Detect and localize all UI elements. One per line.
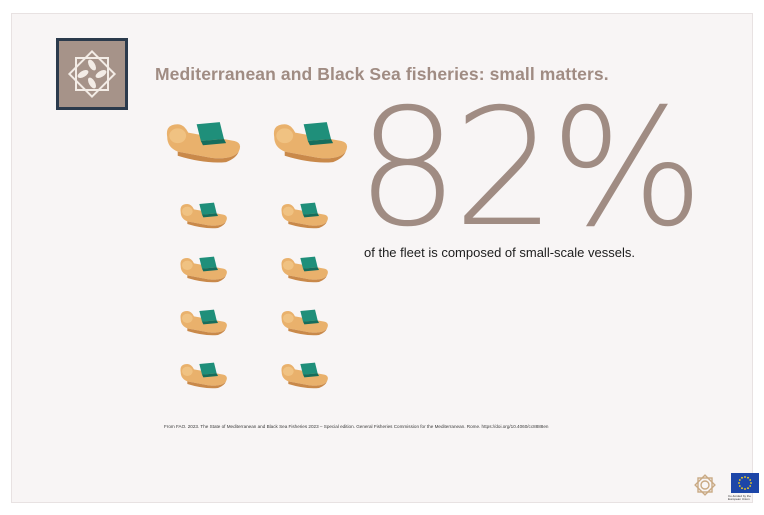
source-citation: From FAO. 2023. The State of Mediterrane… [164, 424, 549, 429]
stat-value: 82% [356, 75, 704, 263]
fishing-boat-icon [166, 122, 241, 163]
page-title: Mediterranean and Black Sea fisheries: s… [155, 64, 609, 84]
fishing-boat-icon [281, 256, 328, 283]
fishing-boat-icon [281, 202, 328, 229]
gfcm-rosette-logo-icon [56, 38, 128, 110]
gfcm-rosette-logo-icon [694, 474, 716, 496]
fishing-boat-icon [180, 309, 227, 336]
fishing-boat-icon [281, 309, 328, 336]
fishing-boat-icon [180, 256, 227, 283]
eu-funding-label: Co-funded by the European Union [728, 494, 752, 502]
eu-flag-icon [731, 473, 759, 493]
fishing-boat-icon [180, 362, 227, 389]
poster-frame [11, 13, 753, 503]
fishing-boat-icon [180, 202, 227, 229]
fishing-boat-icon [281, 362, 328, 389]
stat-description: of the fleet is composed of small-scale … [364, 245, 635, 260]
fishing-boat-icon [273, 122, 348, 163]
